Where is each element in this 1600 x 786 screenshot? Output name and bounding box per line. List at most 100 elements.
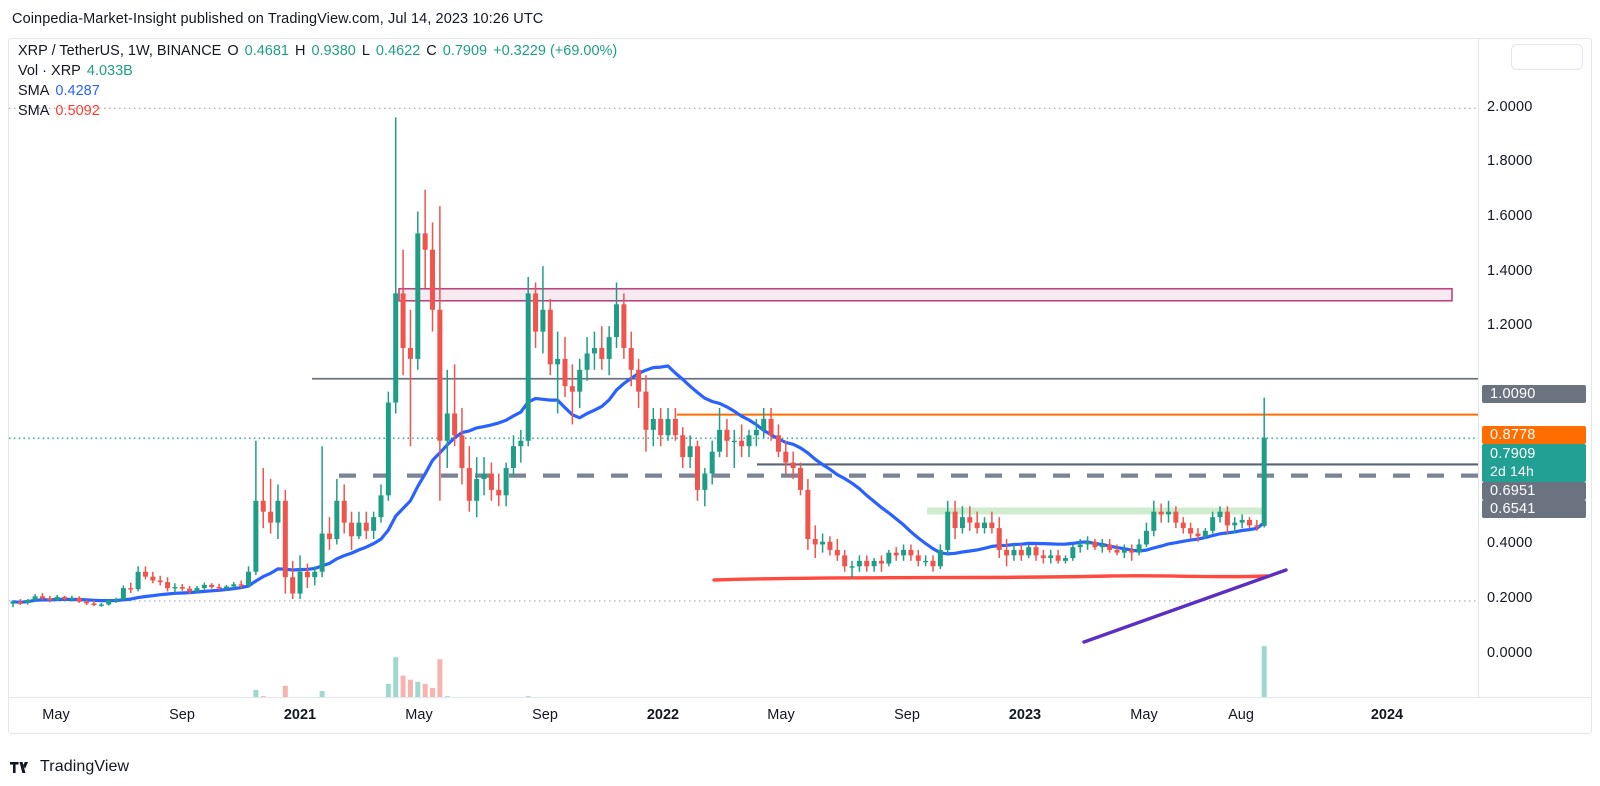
candle-body	[827, 541, 833, 550]
candle-body	[1188, 528, 1194, 534]
candle-body	[275, 500, 281, 523]
candle-body	[1033, 547, 1039, 556]
tradingview-wordmark: TradingView	[40, 758, 130, 775]
time-axis[interactable]: May Sep 2021 May Sep 2022 May Sep 2023 May Aug 2024	[9, 697, 1591, 733]
candle-body	[444, 413, 450, 441]
candle-body	[496, 489, 502, 496]
tradingview-footer[interactable]: TradingView	[10, 758, 129, 776]
candle-body	[533, 293, 539, 332]
candle-body	[157, 580, 163, 583]
price-tick-1-2000: 1.2000	[1487, 317, 1533, 334]
candle-body	[1055, 555, 1061, 561]
candle-body	[1210, 517, 1216, 531]
candle-body	[783, 451, 789, 463]
candle-body	[356, 522, 362, 537]
time-tick-May: May	[1130, 707, 1158, 723]
candle-body	[761, 418, 767, 430]
candle-body	[1040, 555, 1046, 559]
chart-canvas[interactable]	[9, 39, 1479, 697]
candle-body	[1004, 549, 1010, 556]
candle-body	[326, 533, 332, 540]
price-tick-1-8000: 1.8000	[1487, 153, 1533, 170]
chart-plot-area[interactable]	[9, 39, 1479, 697]
candle-body	[915, 555, 921, 561]
candle-body	[1085, 541, 1091, 545]
resistance-band-pink	[398, 287, 1453, 302]
price-tick-1-4000: 1.4000	[1487, 262, 1533, 279]
candle-body	[510, 446, 516, 469]
candle-body	[591, 347, 597, 354]
candle-body	[1239, 519, 1245, 523]
candle-body	[577, 369, 583, 392]
candle-body	[937, 549, 943, 567]
price-badge-resistance-8778[interactable]: 0.8778	[1482, 426, 1586, 444]
candle-body	[84, 601, 90, 604]
candle-body	[1173, 511, 1179, 523]
candle-body	[665, 418, 671, 436]
candle-body	[76, 597, 82, 602]
time-tick-May: May	[767, 707, 795, 723]
candle-body	[584, 353, 590, 370]
candle-body	[319, 533, 325, 572]
axis-settings-button[interactable]	[1511, 44, 1583, 70]
candle-body	[1202, 530, 1208, 537]
candlestick-series	[10, 117, 1267, 608]
candle-body	[1121, 549, 1127, 553]
candle-body	[10, 601, 16, 604]
candle-body	[687, 446, 693, 458]
candle-body	[231, 584, 237, 587]
candle-body	[672, 418, 678, 436]
candle-body	[407, 347, 413, 359]
candle-body	[798, 468, 804, 490]
candle-body	[753, 429, 759, 436]
candle-body	[694, 446, 700, 490]
candle-body	[1151, 511, 1157, 531]
candle-body	[518, 440, 524, 447]
candle-body	[834, 549, 840, 556]
price-badge-resistance-1009[interactable]: 1.0090	[1482, 385, 1586, 403]
candle-body	[172, 587, 178, 589]
candle-body	[120, 588, 126, 600]
candle-body	[98, 604, 104, 606]
candle-body	[39, 596, 45, 599]
candle-body	[1048, 555, 1054, 559]
candle-body	[930, 560, 936, 567]
volume-bar	[444, 696, 450, 697]
price-axis[interactable]: 2.0000 1.8000 1.6000 1.4000 1.2000 0.4000 0.20…	[1478, 39, 1591, 697]
candle-body	[452, 413, 458, 436]
candle-body	[1180, 522, 1186, 529]
candle-body	[680, 435, 686, 458]
candle-body	[709, 451, 715, 474]
candle-body	[628, 347, 634, 370]
candle-body	[562, 358, 568, 387]
candle-body	[466, 468, 472, 501]
candle-body	[187, 588, 193, 592]
candle-body	[540, 309, 546, 332]
price-badge-value: 0.8778	[1490, 427, 1536, 443]
candle-body	[1018, 549, 1024, 556]
candle-body	[606, 337, 612, 359]
candle-body	[165, 582, 171, 589]
candle-body	[430, 249, 436, 310]
ascending-trendline	[1082, 568, 1288, 644]
candle-body	[349, 522, 355, 537]
candle-body	[1062, 558, 1068, 561]
candle-body	[297, 571, 303, 594]
price-badge-last-price[interactable]: 0.7909 2d 14h	[1482, 444, 1586, 482]
candle-body	[1114, 549, 1120, 553]
candle-body	[209, 584, 215, 588]
volume-bar	[415, 681, 421, 697]
candle-body	[341, 500, 347, 523]
volume-bar	[385, 683, 391, 697]
candle-body	[717, 429, 723, 452]
time-tick-2023: 2023	[1008, 707, 1042, 723]
candle-body	[142, 571, 148, 577]
candle-body	[974, 522, 980, 529]
candle-body	[282, 500, 288, 578]
candle-body	[216, 587, 222, 589]
price-badge-level-6951[interactable]: 0.6951	[1482, 482, 1586, 500]
candle-body	[790, 462, 796, 469]
price-badge-level-6541[interactable]: 0.6541	[1482, 500, 1586, 518]
sma-red-drawn-line	[712, 574, 1269, 582]
candle-body	[1261, 437, 1267, 526]
